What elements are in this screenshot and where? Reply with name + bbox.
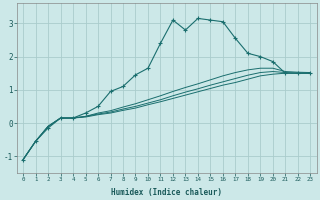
X-axis label: Humidex (Indice chaleur): Humidex (Indice chaleur) [111,188,222,197]
